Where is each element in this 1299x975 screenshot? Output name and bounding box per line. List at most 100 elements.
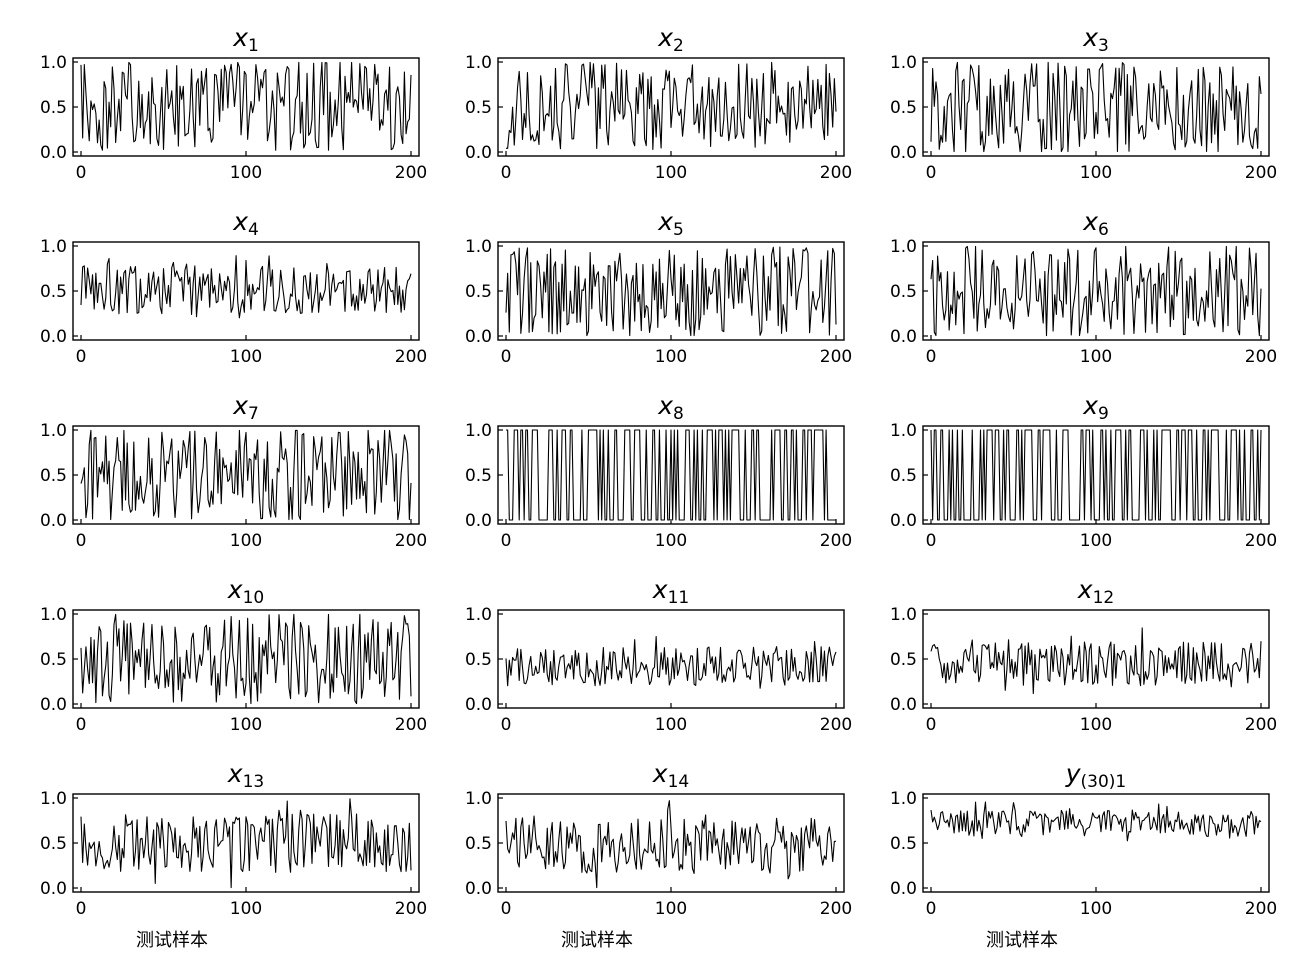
y-tick-label: 0.5 [890, 282, 917, 302]
subplot-1: x1 0.0 0.5 1.0 0 100 200 [40, 23, 427, 183]
subplot-3: x3 0.0 0.5 1.0 0 100 200 [890, 23, 1277, 183]
y-tick-label: 0.0 [40, 327, 67, 347]
y-tick-label: 1.0 [40, 421, 67, 441]
x-axis-label: 测试样本 [986, 930, 1058, 951]
x-tick-label: 0 [76, 531, 87, 551]
x-tick-label: 100 [1080, 347, 1112, 367]
x-tick-label: 100 [655, 531, 687, 551]
x-tick-label: 100 [1080, 899, 1112, 919]
y-tick-label: 0.5 [890, 650, 917, 670]
subplot-9: x9 0.0 0.5 1.0 0 100 200 [890, 391, 1277, 551]
x-axis-label: 测试样本 [561, 930, 633, 951]
x-tick-label: 200 [820, 347, 852, 367]
y-tick-label: 1.0 [40, 789, 67, 809]
y-tick-label: 0.5 [465, 834, 492, 854]
y-tick-label: 0.5 [890, 834, 917, 854]
y-tick-label: 0.5 [40, 650, 67, 670]
subplot-5: x5 0.0 0.5 1.0 0 100 200 [465, 207, 852, 367]
subplot-2: x2 0.0 0.5 1.0 0 100 200 [465, 23, 852, 183]
y-tick-label: 0.5 [465, 282, 492, 302]
series-line [80, 429, 412, 521]
x-tick-label: 0 [501, 347, 512, 367]
series-line [506, 429, 836, 521]
x-tick-label: 100 [230, 715, 262, 735]
y-tick-label: 1.0 [465, 53, 492, 73]
subplot-title: x12 [1077, 575, 1114, 608]
x-tick-label: 0 [501, 163, 512, 183]
x-tick-label: 200 [395, 163, 427, 183]
y-tick-label: 1.0 [890, 237, 917, 257]
y-tick-label: 0.0 [890, 511, 917, 531]
series-line [930, 627, 1262, 695]
y-tick-label: 0.0 [890, 695, 917, 715]
y-tick-label: 0.5 [465, 466, 492, 486]
subplot-12: x12 0.0 0.5 1.0 0 100 200 [890, 575, 1277, 735]
subplot-11: x11 0.0 0.5 1.0 0 100 200 [465, 575, 852, 735]
y-tick-label: 0.5 [465, 98, 492, 118]
y-tick-label: 0.0 [890, 143, 917, 163]
x-tick-label: 100 [655, 899, 687, 919]
x-tick-label: 100 [1080, 163, 1112, 183]
subplot-title: x8 [657, 391, 684, 424]
x-tick-label: 100 [1080, 715, 1112, 735]
subplot-6: x6 0.0 0.5 1.0 0 100 200 [890, 207, 1277, 367]
x-axis-label: 测试样本 [136, 930, 208, 951]
y-tick-label: 0.0 [465, 511, 492, 531]
x-tick-label: 200 [1245, 899, 1277, 919]
y-tick-label: 0.0 [465, 143, 492, 163]
subplot-title: x1 [232, 23, 259, 56]
x-tick-label: 100 [230, 347, 262, 367]
subplot-title: y(30)1 [1065, 759, 1127, 792]
y-tick-label: 0.0 [890, 327, 917, 347]
x-tick-label: 0 [76, 163, 87, 183]
y-tick-label: 0.0 [465, 695, 492, 715]
y-tick-label: 1.0 [40, 237, 67, 257]
x-tick-label: 0 [501, 899, 512, 919]
x-tick-label: 200 [820, 163, 852, 183]
x-tick-label: 100 [1080, 531, 1112, 551]
x-tick-label: 200 [820, 899, 852, 919]
x-tick-label: 100 [655, 347, 687, 367]
series-line [505, 61, 837, 151]
x-tick-label: 200 [1245, 715, 1277, 735]
x-tick-label: 200 [395, 347, 427, 367]
x-tick-label: 0 [926, 715, 937, 735]
subplot-title: x5 [657, 207, 684, 240]
y-tick-label: 0.5 [40, 98, 67, 118]
axes-frame [922, 425, 1270, 525]
y-tick-label: 1.0 [465, 605, 492, 625]
y-tick-label: 0.5 [40, 282, 67, 302]
subplot-title: x2 [657, 23, 684, 56]
x-tick-label: 200 [820, 531, 852, 551]
axes-frame [922, 609, 1270, 709]
y-tick-label: 1.0 [40, 53, 67, 73]
subplot-title: x9 [1082, 391, 1109, 424]
y-tick-label: 1.0 [890, 421, 917, 441]
y-tick-label: 0.0 [40, 511, 67, 531]
x-tick-label: 0 [501, 715, 512, 735]
series-line [80, 613, 412, 705]
subplot-title: x6 [1082, 207, 1109, 240]
x-tick-label: 100 [230, 531, 262, 551]
subplot-7: x7 0.0 0.5 1.0 0 100 200 [40, 391, 427, 551]
y-tick-label: 1.0 [40, 605, 67, 625]
y-tick-label: 0.0 [40, 695, 67, 715]
y-tick-label: 0.0 [890, 879, 917, 899]
x-tick-label: 200 [395, 715, 427, 735]
subplot-title: x13 [227, 759, 264, 792]
x-tick-label: 100 [230, 899, 262, 919]
x-tick-label: 200 [395, 899, 427, 919]
x-tick-label: 100 [230, 163, 262, 183]
y-tick-label: 0.5 [40, 834, 67, 854]
y-tick-label: 0.0 [40, 879, 67, 899]
x-tick-label: 200 [1245, 531, 1277, 551]
series-line [80, 255, 412, 319]
y-tick-label: 1.0 [465, 789, 492, 809]
y-tick-label: 1.0 [465, 237, 492, 257]
x-tick-label: 200 [1245, 347, 1277, 367]
y-tick-label: 1.0 [465, 421, 492, 441]
series-line [80, 798, 412, 889]
x-tick-label: 200 [395, 531, 427, 551]
y-tick-label: 0.5 [40, 466, 67, 486]
subplot-title: x4 [232, 207, 259, 240]
